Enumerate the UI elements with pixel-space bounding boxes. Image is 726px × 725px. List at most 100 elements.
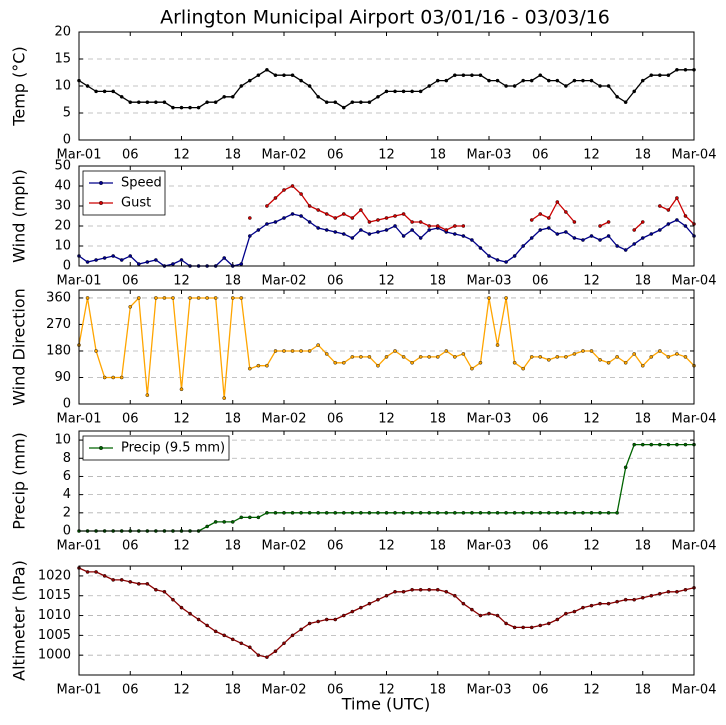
data-point <box>171 296 175 300</box>
data-point <box>581 511 585 515</box>
series-line <box>78 567 695 658</box>
x-tick-label: 12 <box>583 274 600 289</box>
data-point <box>572 511 577 515</box>
data-point <box>239 515 244 520</box>
data-point <box>435 587 440 592</box>
x-tick-label: 18 <box>224 683 241 698</box>
x-tick-label: 06 <box>327 412 344 427</box>
data-point <box>188 611 192 616</box>
data-point <box>307 511 312 515</box>
data-point <box>615 95 619 99</box>
data-point <box>307 204 312 208</box>
x-tick-label: 06 <box>327 539 344 554</box>
data-point <box>239 296 244 300</box>
data-point <box>487 296 491 300</box>
x-tick-label: 18 <box>429 148 446 163</box>
data-point <box>666 355 671 359</box>
plot-frame <box>78 565 695 676</box>
legend-swatch <box>98 180 103 185</box>
data-point <box>495 78 500 83</box>
y-tick-label: 1010 <box>38 608 71 623</box>
data-point <box>444 589 449 594</box>
data-point <box>376 218 380 222</box>
data-point <box>564 511 568 515</box>
data-point <box>393 214 397 218</box>
data-point <box>546 216 551 220</box>
x-tick-label: 06 <box>327 683 344 698</box>
legend-swatch <box>98 446 103 451</box>
x-tick-label: Mar-04 <box>672 412 717 427</box>
x-tick-label: 12 <box>173 539 190 554</box>
data-point <box>248 78 252 83</box>
data-point <box>248 515 252 520</box>
x-tick-label: 06 <box>122 539 139 554</box>
data-point <box>341 212 346 216</box>
data-point <box>401 511 406 515</box>
data-point <box>555 232 560 236</box>
data-point <box>529 625 534 630</box>
data-point <box>376 363 380 368</box>
y-axis-label: Altimeter (hPa) <box>10 560 29 681</box>
data-point <box>367 511 372 515</box>
data-point <box>393 349 397 353</box>
data-point <box>529 511 534 515</box>
data-point <box>640 78 645 83</box>
data-point <box>341 105 346 110</box>
data-point <box>598 84 602 88</box>
data-point <box>529 218 534 222</box>
data-point <box>179 387 184 392</box>
data-point <box>581 349 585 353</box>
x-tick-label: Mar-01 <box>57 539 102 554</box>
x-tick-label: 12 <box>583 683 600 698</box>
data-point <box>470 511 474 515</box>
data-point <box>273 349 278 353</box>
data-point <box>470 73 474 77</box>
data-point <box>598 601 602 606</box>
data-point <box>376 230 380 234</box>
x-tick-label: 18 <box>224 539 241 554</box>
data-point <box>615 511 619 515</box>
data-point <box>256 228 261 232</box>
data-point <box>307 84 312 88</box>
data-point <box>504 621 508 626</box>
data-point <box>427 511 432 515</box>
data-point <box>111 89 115 94</box>
data-point <box>273 649 278 654</box>
data-point <box>546 511 551 515</box>
data-point <box>376 95 380 99</box>
data-point <box>367 355 372 359</box>
data-point <box>538 623 543 628</box>
data-point <box>154 100 158 104</box>
data-point <box>222 520 227 524</box>
data-point <box>213 100 218 104</box>
data-point <box>632 89 637 94</box>
data-point <box>427 228 432 232</box>
data-point <box>324 228 329 232</box>
x-tick-label: Mar-02 <box>262 148 307 163</box>
data-point <box>196 296 201 300</box>
y-axis-label: Temp (°C) <box>10 46 29 126</box>
data-point <box>222 633 227 638</box>
y-tick-label: 0 <box>63 133 71 148</box>
data-point <box>290 349 295 353</box>
data-point <box>393 224 397 228</box>
data-point <box>401 355 406 359</box>
data-point <box>410 360 414 365</box>
y-tick-label: 10 <box>54 79 71 94</box>
data-point <box>94 258 98 262</box>
data-point <box>188 296 192 300</box>
data-point <box>196 617 201 622</box>
data-point <box>350 355 355 359</box>
data-point <box>683 587 688 592</box>
data-point <box>564 230 568 234</box>
data-point <box>367 601 372 606</box>
y-tick-label: 5 <box>63 106 71 121</box>
x-tick-label: 12 <box>583 412 600 427</box>
data-point <box>384 593 389 598</box>
data-point <box>632 228 637 232</box>
y-tick-label: 2 <box>63 505 71 520</box>
data-point <box>529 236 534 240</box>
y-tick-label: 0 <box>63 259 71 274</box>
data-point <box>495 613 500 618</box>
data-point <box>85 84 90 88</box>
